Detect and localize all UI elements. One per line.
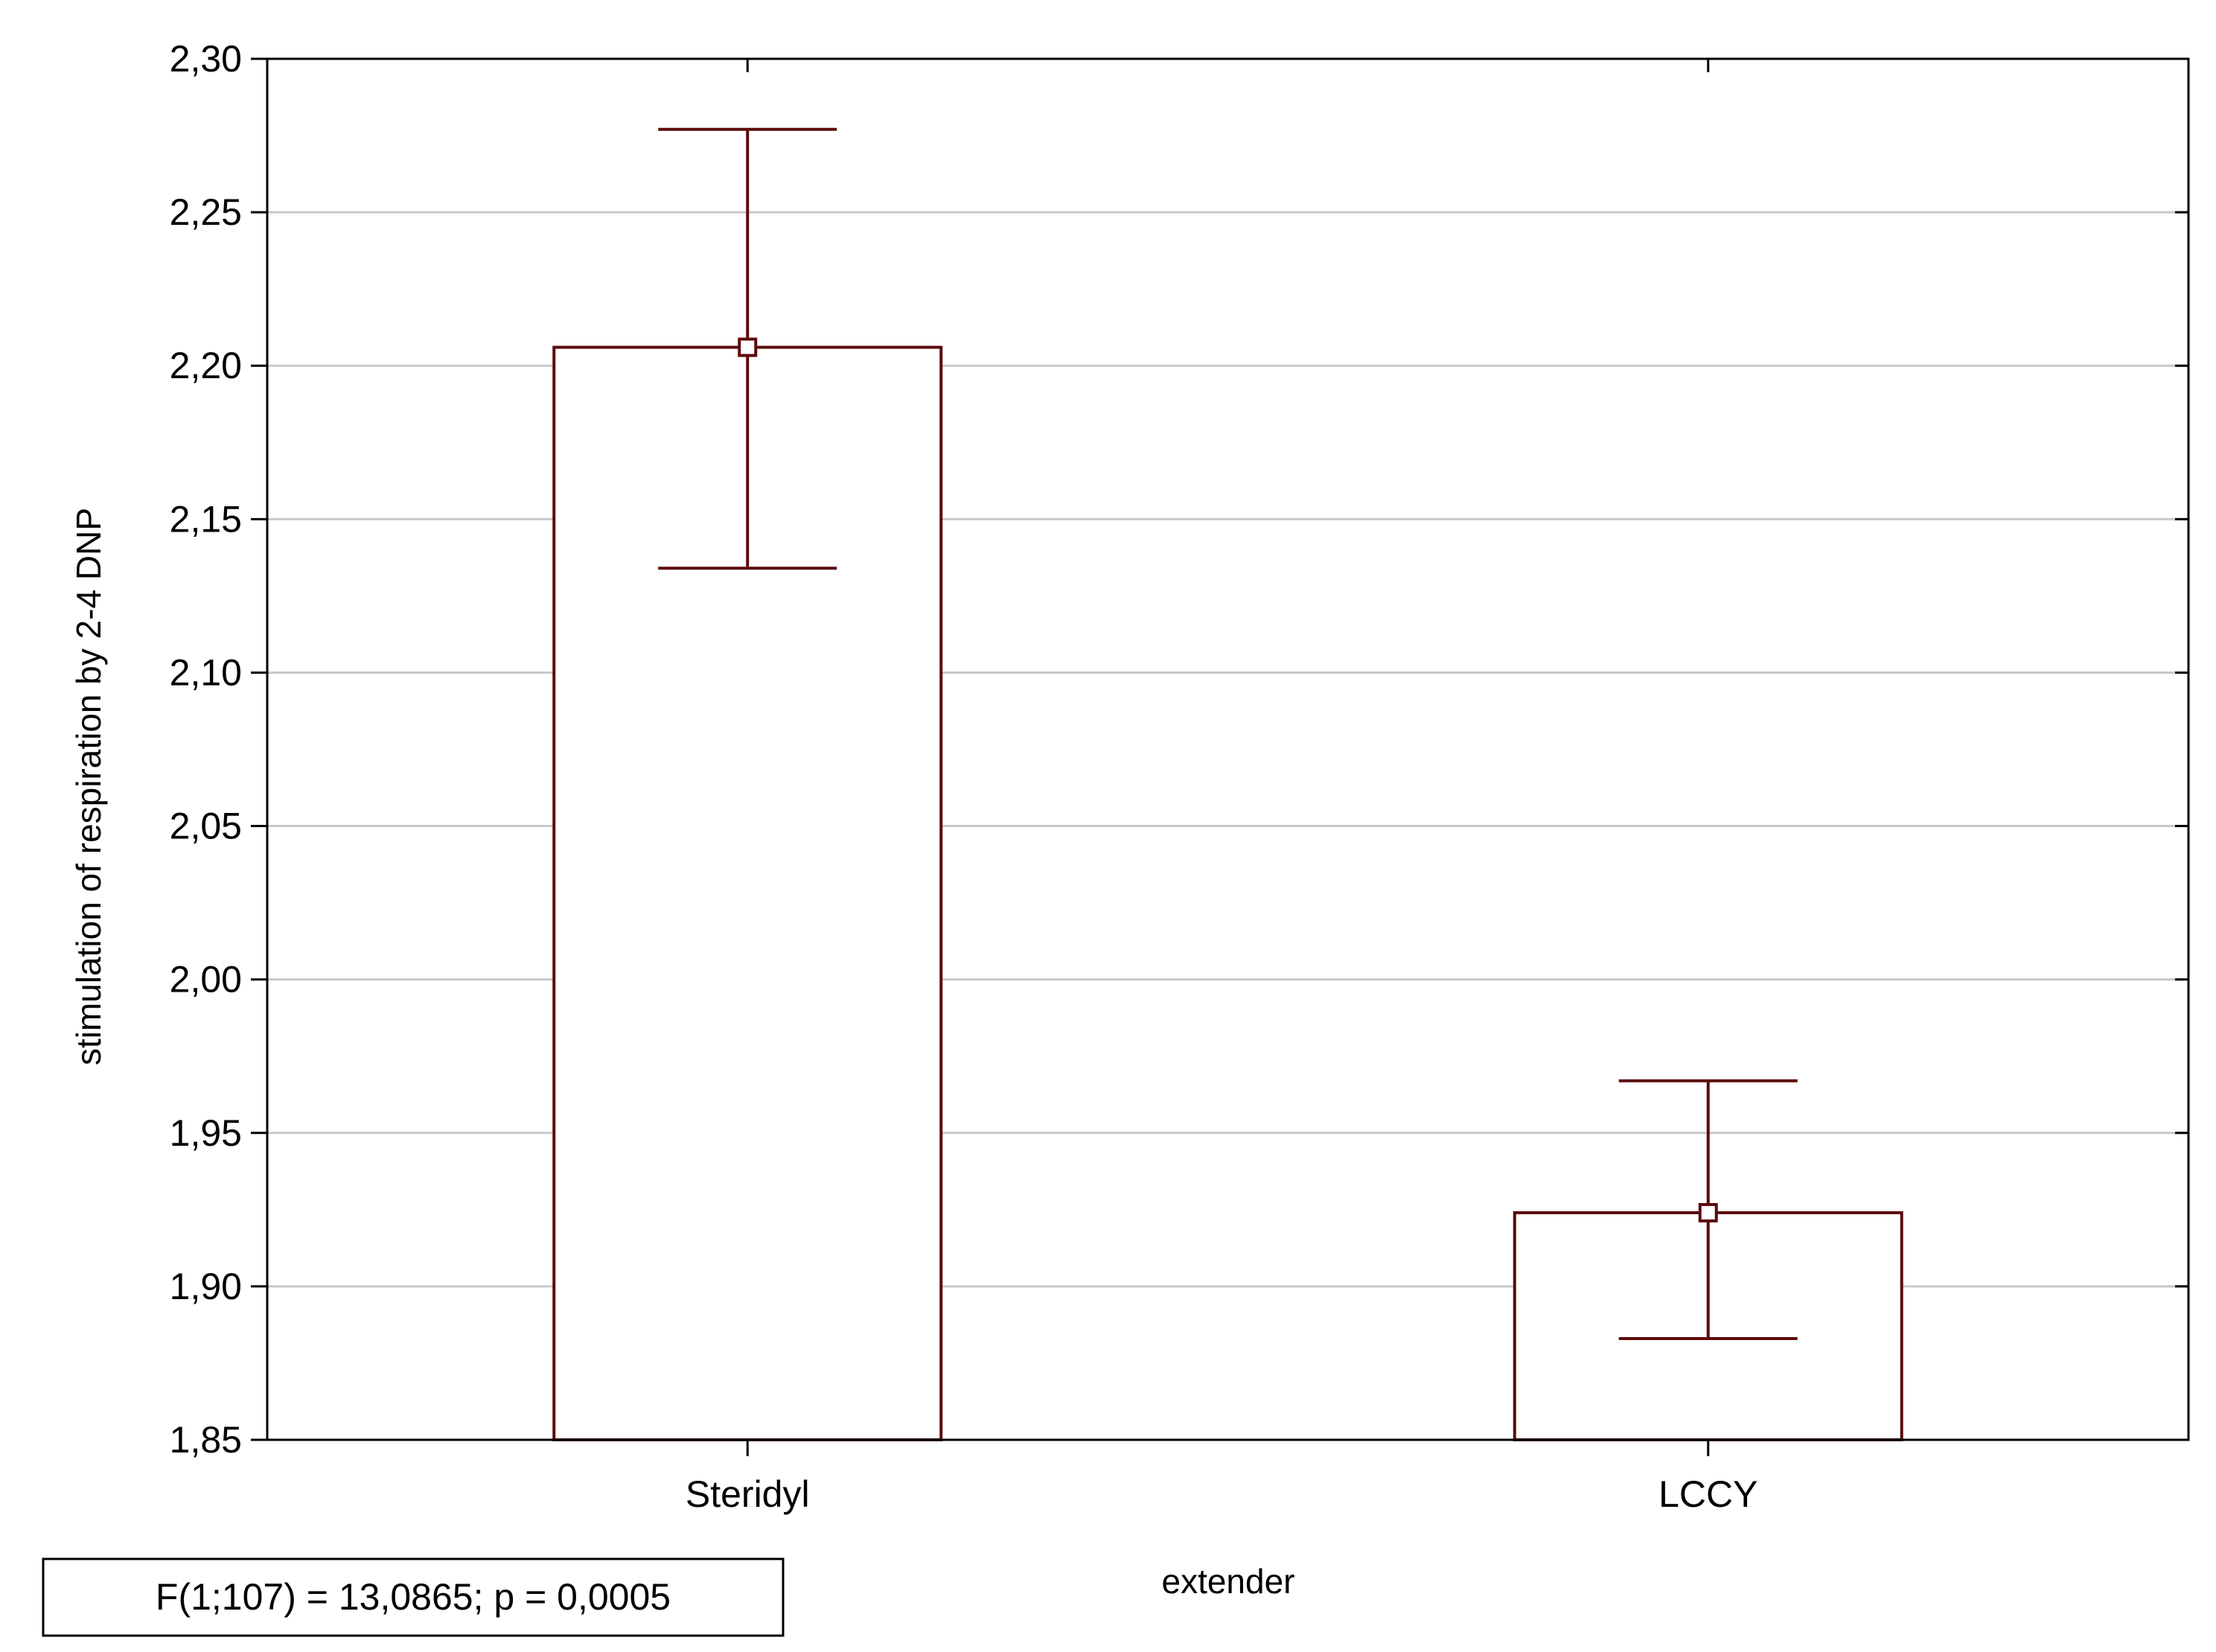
x-axis-ticks: Steridyl LCCY <box>686 59 1757 1515</box>
y-tick-label: 2,25 <box>170 191 242 233</box>
y-tick-label: 2,30 <box>170 38 242 80</box>
y-tick-label: 1,90 <box>170 1266 242 1307</box>
category-label: Steridyl <box>686 1473 810 1515</box>
stat-box <box>42 1557 785 1637</box>
category-label: LCCY <box>1658 1473 1757 1515</box>
y-tick-label: 2,20 <box>170 345 242 386</box>
mean-marker <box>1698 1202 1718 1222</box>
error-bars <box>658 127 1798 1340</box>
x-axis-title: extender <box>1161 1562 1294 1601</box>
plot-area-frame <box>266 57 2190 1441</box>
y-tick-label: 1,95 <box>170 1112 242 1154</box>
bars <box>552 345 1903 1441</box>
mean-marker <box>738 337 758 357</box>
y-tick-label: 1,85 <box>170 1419 242 1461</box>
y-axis-title: stimulation of respiration by 2-4 DNP <box>69 508 108 1065</box>
stat-text: F(1;107) = 13,0865; p = 0,0005 <box>156 1576 671 1618</box>
y-axis-ticks: 1,85 1,90 1,95 2,00 2,05 2,10 2,15 2,20 2,25 2,30 <box>170 38 2188 1461</box>
y-tick-label: 2,00 <box>170 959 242 1001</box>
y-tick-label: 2,05 <box>170 806 242 847</box>
y-tick-label: 2,15 <box>170 498 242 540</box>
y-tick-label: 2,10 <box>170 651 242 693</box>
